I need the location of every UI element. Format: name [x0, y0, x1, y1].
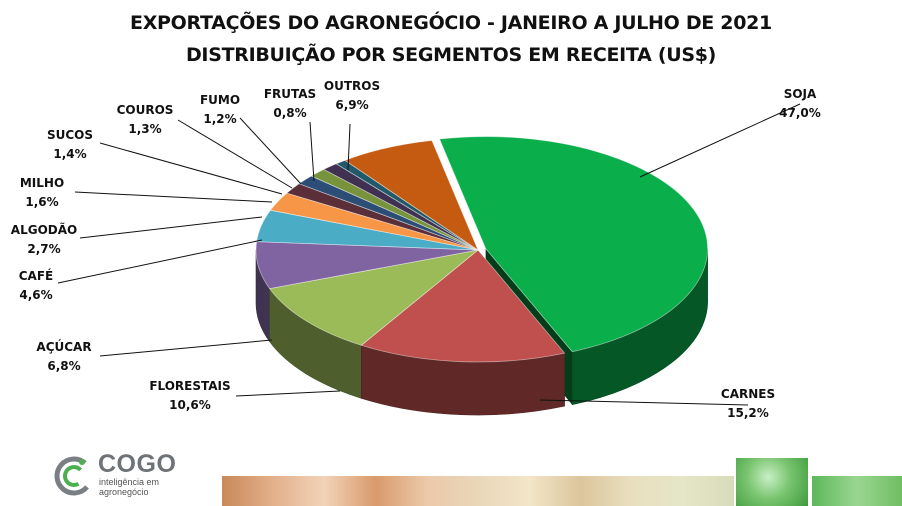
pie-slice-outros [344, 140, 479, 252]
slice-label-frutas: FRUTAS [264, 87, 316, 101]
slice-label-florestais: FLORESTAIS [149, 379, 230, 393]
decorative-banner-green-1 [736, 458, 808, 506]
leader-line-couros [177, 119, 293, 189]
pie-slice-soja [438, 136, 709, 353]
leader-line-soja [639, 103, 801, 178]
brand-name: COGO [98, 450, 177, 478]
leader-line-café [57, 239, 263, 284]
slice-value-outros: 6,9% [335, 98, 368, 112]
slice-value-soja: 47,0% [779, 106, 821, 120]
leader-line-açúcar [99, 339, 273, 357]
brand-tagline: inteligência em agronegócio [99, 477, 159, 497]
slice-label-soja: SOJA [784, 87, 817, 101]
slice-value-fumo: 1,2% [203, 112, 236, 126]
slice-value-florestais: 10,6% [169, 398, 211, 412]
leader-line-outros [347, 123, 351, 171]
cogo-logo-icon [54, 456, 94, 496]
slice-value-carnes: 15,2% [727, 406, 769, 420]
cogo-logo: COGO inteligência em agronegócio [52, 450, 212, 498]
decorative-banner-grains [222, 476, 734, 506]
slice-label-café: CAFÉ [19, 268, 54, 283]
leader-line-fumo [239, 117, 302, 185]
slice-label-fumo: FUMO [200, 93, 240, 107]
chart-title-line1: EXPORTAÇÕES DO AGRONEGÓCIO - JANEIRO A J… [130, 12, 772, 34]
slice-value-milho: 1,6% [25, 195, 58, 209]
pie-slice-florestais [268, 249, 479, 346]
leader-line-milho [74, 191, 273, 203]
brand-tagline-line1: inteligência em [99, 477, 160, 487]
leader-line-frutas [309, 121, 315, 182]
slice-label-couros: COUROS [117, 103, 174, 117]
leader-line-algodão [79, 216, 263, 239]
slice-value-algodão: 2,7% [27, 242, 60, 256]
slice-label-algodão: ALGODÃO [11, 222, 77, 237]
pie-slice-carnes [360, 249, 566, 363]
leader-line-carnes [539, 399, 749, 406]
brand-tagline-line2: agronegócio [99, 487, 149, 497]
leader-line-sucos [99, 142, 283, 195]
slice-value-sucos: 1,4% [53, 147, 86, 161]
slice-label-milho: MILHO [20, 176, 64, 190]
slice-label-sucos: SUCOS [47, 128, 93, 142]
slice-label-açúcar: AÇÚCAR [36, 339, 91, 354]
slice-value-couros: 1,3% [128, 122, 161, 136]
slice-value-frutas: 0,8% [273, 106, 306, 120]
slice-value-açúcar: 6,8% [47, 359, 80, 373]
slice-label-carnes: CARNES [721, 387, 775, 401]
slice-label-outros: OUTROS [324, 79, 380, 93]
chart-title-line2: DISTRIBUIÇÃO POR SEGMENTOS EM RECEITA (U… [185, 44, 717, 66]
decorative-banner-green-2 [812, 476, 902, 506]
slice-value-café: 4,6% [19, 288, 52, 302]
leader-line-florestais [235, 390, 341, 397]
